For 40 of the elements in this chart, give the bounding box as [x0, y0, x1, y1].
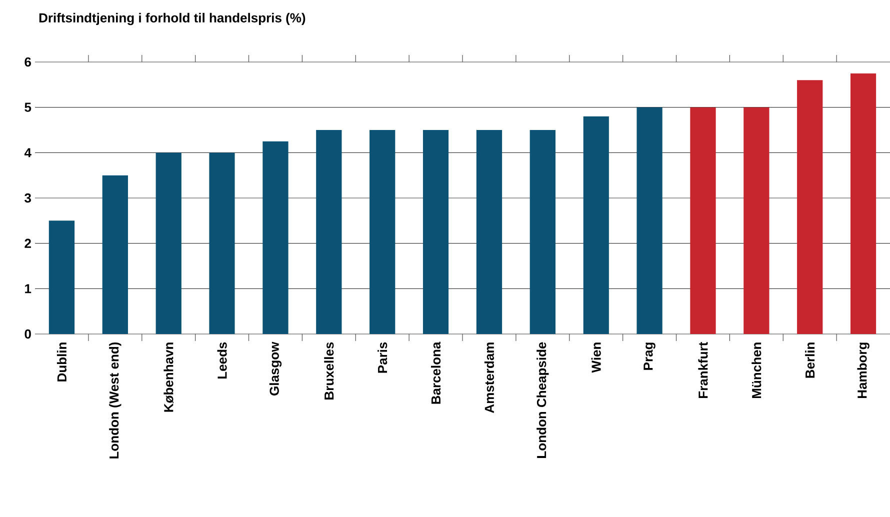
- y-tick-label: 3: [24, 193, 31, 203]
- bar: [476, 130, 502, 334]
- bar: [636, 107, 662, 334]
- x-tick-label: Amsterdam: [484, 342, 494, 413]
- bar: [583, 116, 609, 334]
- bar: [744, 107, 770, 334]
- bar: [316, 130, 342, 334]
- y-tick-label: 6: [24, 57, 31, 67]
- bar: [156, 152, 182, 334]
- x-tick-label: London Cheapside: [536, 342, 549, 458]
- bar: [262, 141, 288, 334]
- bar: [530, 130, 556, 334]
- y-tick-label: 1: [25, 284, 32, 294]
- x-tick-label: Bruxelles: [324, 342, 334, 400]
- x-tick-label: Dublin: [56, 342, 66, 382]
- x-tick-label: Glasgow: [269, 342, 282, 396]
- bar: [422, 130, 449, 334]
- x-tick-label: Leeds: [217, 342, 227, 379]
- bar: [690, 107, 716, 334]
- x-tick-label: Berlin: [805, 342, 815, 378]
- bar: [370, 130, 396, 334]
- bar: [850, 73, 876, 334]
- x-tick-label: Wien: [591, 342, 601, 373]
- x-tick-label: Paris: [378, 342, 388, 373]
- chart-title: Driftsindtjening i forhold til handelspris (%): [39, 12, 306, 26]
- x-tick-label: Prag: [644, 342, 656, 370]
- x-tick-label: London (West end): [109, 342, 122, 458]
- x-tick-label: Frankfurt: [698, 342, 708, 398]
- bar: [102, 175, 128, 334]
- bar: [48, 220, 75, 334]
- y-tick-label: 0: [24, 329, 31, 339]
- bar: [797, 80, 823, 334]
- bar: [209, 152, 235, 334]
- x-tick-label: København: [164, 342, 174, 412]
- y-tick-label: 4: [24, 148, 32, 158]
- x-tick-label: Barcelona: [431, 342, 441, 404]
- x-tick-label: München: [752, 342, 762, 398]
- y-tick-label: 5: [24, 102, 32, 112]
- y-tick-label: 2: [24, 238, 31, 248]
- x-tick-label: Hamborg: [857, 342, 870, 398]
